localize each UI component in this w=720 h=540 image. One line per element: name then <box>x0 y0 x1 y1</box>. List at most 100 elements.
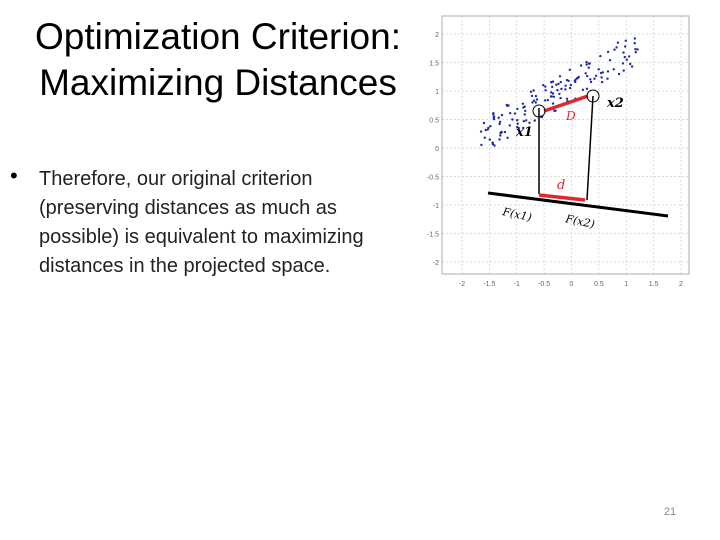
scatter-point <box>557 82 560 86</box>
scatter-point <box>599 71 603 75</box>
scatter-point <box>588 62 591 65</box>
scatter-point <box>498 120 502 124</box>
scatter-point <box>622 69 625 72</box>
label-d: d <box>557 178 565 193</box>
scatter-point <box>492 118 496 121</box>
scatter-point <box>577 75 580 79</box>
y-tick-label: 1.5 <box>429 61 439 68</box>
scatter-point <box>565 78 569 82</box>
scatter-point <box>551 85 554 89</box>
scatter-point <box>492 115 496 119</box>
scatter-point <box>579 64 583 67</box>
scatter-point <box>634 51 637 54</box>
plot-frame <box>441 15 690 275</box>
scatter-point <box>624 39 627 42</box>
scatter-point <box>554 109 557 112</box>
scatter-point <box>488 138 491 141</box>
scatter-point <box>531 101 534 104</box>
scatter-point <box>634 48 637 51</box>
scatter-point <box>627 55 631 58</box>
scatter-point <box>581 88 585 92</box>
scatter-point <box>546 98 550 102</box>
scatter-point <box>606 50 610 54</box>
scatter-point <box>558 92 561 96</box>
scatter-point <box>584 72 587 75</box>
point-x2-circle <box>586 89 600 103</box>
scatter-point <box>516 122 519 125</box>
scatter-point <box>544 85 547 88</box>
scatter-point <box>523 113 526 116</box>
x-tick-label: 0.5 <box>594 281 604 288</box>
drop-line-x2 <box>586 95 594 201</box>
scatter-point <box>524 109 527 113</box>
scatter-point <box>529 90 533 94</box>
scatter-point <box>505 103 508 107</box>
scatter-point <box>575 77 579 80</box>
scatter-point <box>613 48 616 51</box>
y-tick-label: -1 <box>433 203 439 210</box>
scatter-point <box>556 88 559 92</box>
scatter-point <box>543 99 547 102</box>
scatter-point <box>625 58 628 61</box>
scatter-point <box>622 51 625 54</box>
scatter-point <box>498 122 501 126</box>
label-x2: x2 <box>606 96 624 111</box>
scatter-point <box>587 66 590 69</box>
scatter-point <box>511 118 514 121</box>
scatter-point <box>503 130 507 134</box>
scatter-point <box>521 102 524 106</box>
projection-line <box>487 191 669 218</box>
x-tick-label: -1 <box>514 281 520 288</box>
scatter-point <box>600 76 603 79</box>
scatter-point <box>568 68 571 71</box>
y-tick-label: 0.5 <box>429 118 439 125</box>
scatter-point <box>615 46 618 49</box>
scatter-point <box>498 138 501 141</box>
scatter-point <box>522 126 525 130</box>
scatter-point <box>559 96 562 100</box>
scatter-point <box>569 83 572 87</box>
scatter-point <box>630 65 634 68</box>
scatter-point <box>617 72 621 76</box>
scatter-point <box>482 121 486 125</box>
point-x1-circle <box>532 104 546 118</box>
scatter-point <box>513 112 517 115</box>
bullet-symbol: • <box>10 163 18 188</box>
title-line-2: Maximizing Distances <box>39 62 397 103</box>
x-tick-label: 1.5 <box>649 281 659 288</box>
scatter-point <box>599 54 602 58</box>
scatter-point <box>528 121 531 125</box>
label-x1: x1 <box>515 125 533 140</box>
scatter-point <box>500 130 503 134</box>
x-tick-label: -0.5 <box>538 281 550 288</box>
scatter-point <box>506 136 509 139</box>
scatter-point <box>535 98 539 101</box>
scatter-point <box>594 74 598 77</box>
x-tick-label: -2 <box>459 281 465 288</box>
distance-D-line <box>543 94 589 113</box>
scatter-point <box>574 80 577 84</box>
scatter-point <box>629 62 632 66</box>
x-tick-label: -1.5 <box>483 281 495 288</box>
scatter-point <box>516 125 519 129</box>
x-tick-labels: -2 -1.5 -1 -0.5 0 0.5 1 1.5 2 <box>459 281 683 288</box>
scatter-point <box>550 91 553 94</box>
scatter-point <box>585 87 589 91</box>
scatter-point <box>621 62 625 65</box>
scatter-point <box>524 119 528 122</box>
scatter-point <box>551 102 555 105</box>
scatter-point <box>549 95 553 98</box>
scatter-point <box>624 45 627 48</box>
y-tick-label: 2 <box>435 32 439 39</box>
scatter-point <box>492 113 495 116</box>
scatter-point <box>530 94 534 98</box>
bullet-item: • Therefore, our original criterion (pre… <box>10 163 405 281</box>
figure-grid <box>442 16 689 274</box>
scatter-point <box>633 42 636 45</box>
scatter-point <box>623 55 626 59</box>
scatter-point <box>516 107 519 111</box>
scatter-point <box>516 119 519 122</box>
x-tick-label: 0 <box>570 281 574 288</box>
scatter-point <box>497 116 500 119</box>
scatter-point <box>585 63 588 66</box>
